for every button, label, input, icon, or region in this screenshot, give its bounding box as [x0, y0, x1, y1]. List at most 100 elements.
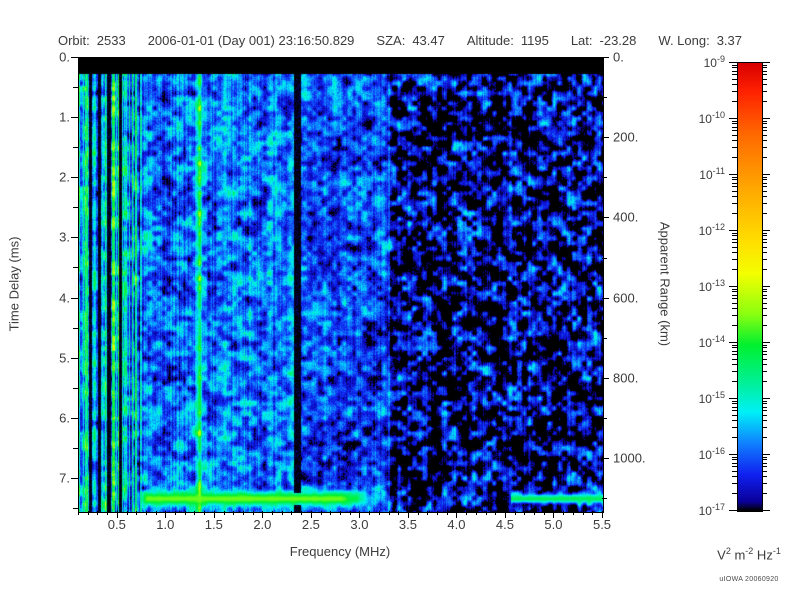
x-minor-tick-top: [136, 57, 137, 61]
colorbar-minor-tick-right: [762, 476, 767, 477]
colorbar-minor-tick-right: [762, 401, 767, 402]
colorbar-minor-tick-right: [762, 79, 767, 80]
colorbar-minor-tick-left: [732, 381, 737, 382]
x-minor-tick-top: [321, 57, 322, 61]
colorbar-tick-label: 10-17: [698, 502, 725, 518]
colorbar-minor-tick-left: [732, 351, 737, 352]
colorbar-minor-tick-left: [732, 242, 737, 243]
colorbar: [737, 62, 763, 512]
x-minor-tick-top: [146, 57, 147, 61]
colorbar-minor-tick-left: [732, 247, 737, 248]
y-tick-label: 6.: [59, 410, 70, 426]
colorbar-minor-tick-right: [762, 345, 767, 346]
x-minor-tick-top: [224, 57, 225, 61]
x-tick-label: 2.5: [301, 517, 320, 532]
header-label-west-longitude: W. Long:: [658, 32, 710, 48]
y2-minor-tick: [602, 338, 607, 339]
x-major-tick-top: [165, 57, 166, 64]
x-minor-tick-top: [466, 57, 467, 61]
colorbar-minor-tick-left: [732, 74, 737, 75]
colorbar-major-tick-right: [762, 62, 770, 63]
colorbar-minor-tick-right: [762, 259, 767, 260]
colorbar-minor-tick-right: [762, 130, 767, 131]
colorbar-minor-tick-left: [732, 371, 737, 372]
header-value-sza: 43.47: [412, 32, 445, 48]
x-minor-tick-top: [389, 57, 390, 61]
y2-minor-tick: [602, 498, 607, 499]
colorbar-minor-tick-right: [762, 483, 767, 484]
x-tick-label: 2.0: [253, 517, 272, 532]
x-major-tick: [311, 511, 312, 518]
x-minor-tick-top: [534, 57, 535, 61]
colorbar-minor-tick-right: [762, 371, 767, 372]
colorbar-minor-tick-left: [732, 315, 737, 316]
colorbar-minor-tick-left: [732, 459, 737, 460]
header-label-latitude: Lat:: [570, 32, 593, 48]
y-major-tick: [71, 358, 78, 359]
y-mid-tick: [73, 448, 78, 449]
y2-tick-label: 400.: [613, 209, 639, 225]
y2-tick-label: 1000.: [613, 450, 646, 466]
x-major-tick-top: [602, 57, 603, 64]
colorbar-major-tick-left: [729, 174, 737, 175]
colorbar-minor-tick-right: [762, 242, 767, 243]
x-major-tick: [505, 511, 506, 518]
x-minor-tick: [398, 511, 399, 515]
colorbar-minor-tick-left: [732, 203, 737, 204]
y2-minor-tick: [602, 258, 607, 259]
colorbar-minor-tick-left: [732, 177, 737, 178]
y2-major-tick: [602, 137, 609, 138]
colorbar-minor-tick-left: [732, 130, 737, 131]
colorbar-major-tick-left: [729, 454, 737, 455]
colorbar-minor-tick-left: [732, 191, 737, 192]
x-major-tick-top: [553, 57, 554, 64]
colorbar-minor-tick-left: [732, 127, 737, 128]
x-minor-tick-top: [447, 57, 448, 61]
x-minor-tick-top: [524, 57, 525, 61]
colorbar-minor-tick-left: [732, 233, 737, 234]
y-tick-label: 5.: [59, 350, 70, 366]
colorbar-minor-tick-left: [732, 101, 737, 102]
x-minor-tick-top: [194, 57, 195, 61]
colorbar-tick-label: 10-13: [698, 278, 725, 294]
x-major-tick-top: [456, 57, 457, 64]
x-major-tick: [262, 511, 263, 518]
colorbar-minor-tick-right: [762, 203, 767, 204]
x-tick-label: 5.5: [592, 517, 612, 532]
colorbar-minor-tick-left: [732, 179, 737, 180]
colorbar-minor-tick-right: [762, 351, 767, 352]
colorbar-minor-tick-right: [762, 67, 767, 68]
colorbar-minor-tick-right: [762, 135, 767, 136]
x-major-tick-top: [311, 57, 312, 64]
x-minor-tick-top: [185, 57, 186, 61]
x-minor-tick-top: [97, 57, 98, 61]
colorbar-minor-tick-right: [762, 191, 767, 192]
x-minor-tick: [233, 511, 234, 515]
colorbar-major-tick-left: [729, 230, 737, 231]
colorbar-minor-tick-right: [762, 457, 767, 458]
x-minor-tick: [136, 511, 137, 515]
colorbar-minor-tick-left: [732, 196, 737, 197]
colorbar-major-tick-right: [762, 286, 770, 287]
y2-tick-label: 800.: [613, 370, 639, 386]
colorbar-minor-tick-right: [762, 213, 767, 214]
colorbar-major-tick-right: [762, 398, 770, 399]
colorbar-minor-tick-right: [762, 127, 767, 128]
x-minor-tick-top: [515, 57, 516, 61]
x-major-tick-top: [262, 57, 263, 64]
x-minor-tick-top: [204, 57, 205, 61]
colorbar-minor-tick-right: [762, 308, 767, 309]
y-mid-tick: [73, 87, 78, 88]
x-minor-tick: [175, 511, 176, 515]
x-minor-tick-top: [243, 57, 244, 61]
colorbar-minor-tick-left: [732, 471, 737, 472]
colorbar-minor-tick-right: [762, 233, 767, 234]
colorbar-minor-tick-left: [732, 213, 737, 214]
colorbar-minor-tick-left: [732, 354, 737, 355]
colorbar-major-tick-right: [762, 454, 770, 455]
colorbar-minor-tick-right: [762, 269, 767, 270]
colorbar-minor-tick-right: [762, 235, 767, 236]
colorbar-minor-tick-left: [732, 303, 737, 304]
colorbar-minor-tick-right: [762, 407, 767, 408]
colorbar-minor-tick-right: [762, 359, 767, 360]
